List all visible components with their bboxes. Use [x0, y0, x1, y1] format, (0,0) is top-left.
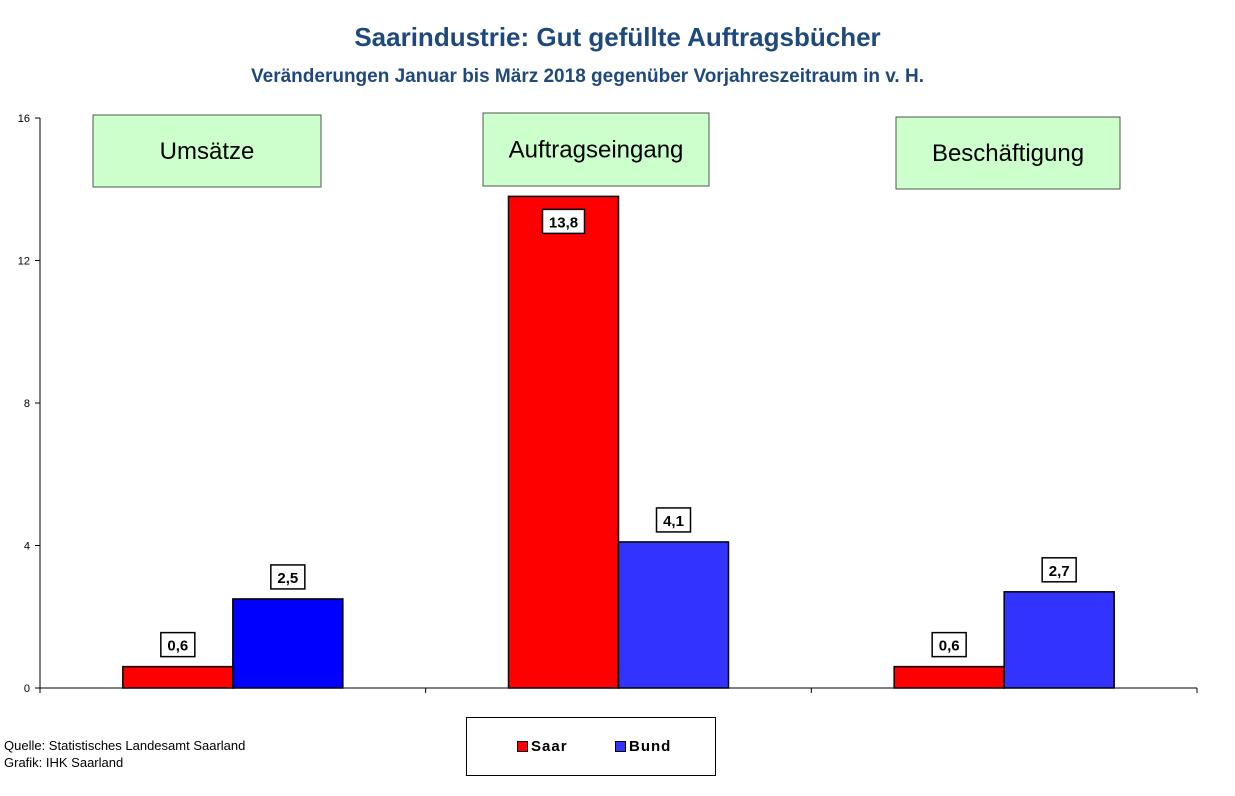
- bar-saar: [893, 665, 1005, 689]
- category-box: [92, 114, 322, 188]
- legend-item-bund: Bund: [615, 738, 671, 755]
- category-label: Auftragseingang: [509, 137, 684, 164]
- legend-swatch-bund: [615, 741, 626, 752]
- data-label-box: [270, 564, 306, 590]
- data-label: 0,6: [167, 638, 188, 655]
- category-label: Beschäftigung: [932, 140, 1084, 167]
- chart-subtitle: Veränderungen Januar bis März 2018 gegen…: [251, 66, 924, 87]
- data-label-box: [655, 507, 692, 533]
- y-tick-label: 16: [18, 113, 30, 125]
- data-label: 0,6: [939, 638, 960, 655]
- y-tick-label: 12: [18, 256, 30, 268]
- legend-label-saar: Saar: [531, 738, 568, 755]
- category-box: [895, 116, 1121, 190]
- legend-label-bund: Bund: [629, 738, 672, 755]
- data-label-box: [541, 208, 586, 235]
- data-label: 2,5: [277, 570, 298, 587]
- bar-saar: [122, 665, 234, 689]
- legend-swatch-saar: [517, 741, 528, 752]
- data-label: 2,7: [1049, 563, 1070, 580]
- legend: Saar Bund: [466, 717, 716, 776]
- category-box: [482, 112, 710, 187]
- legend-item-saar: Saar: [517, 738, 568, 755]
- source-note: Quelle: Statistisches Landesamt Saarland: [4, 738, 246, 753]
- data-label-box: [931, 631, 967, 658]
- bar-bund: [232, 598, 344, 689]
- y-tick-label: 8: [24, 398, 30, 410]
- bar-saar: [507, 195, 620, 689]
- data-label-box: [160, 631, 196, 658]
- chart-title: Saarindustrie: Gut gefüllte Auftragsbüch…: [354, 22, 881, 52]
- y-tick-label: 0: [24, 683, 30, 695]
- data-label: 13,8: [549, 214, 578, 231]
- data-label-box: [1041, 557, 1077, 583]
- bar-bund: [1003, 591, 1115, 689]
- y-tick-label: 4: [24, 541, 30, 553]
- graphic-credit: Grafik: IHK Saarland: [4, 755, 124, 770]
- data-label: 4,1: [663, 513, 684, 530]
- category-label: Umsätze: [160, 138, 255, 165]
- bar-bund: [617, 541, 730, 689]
